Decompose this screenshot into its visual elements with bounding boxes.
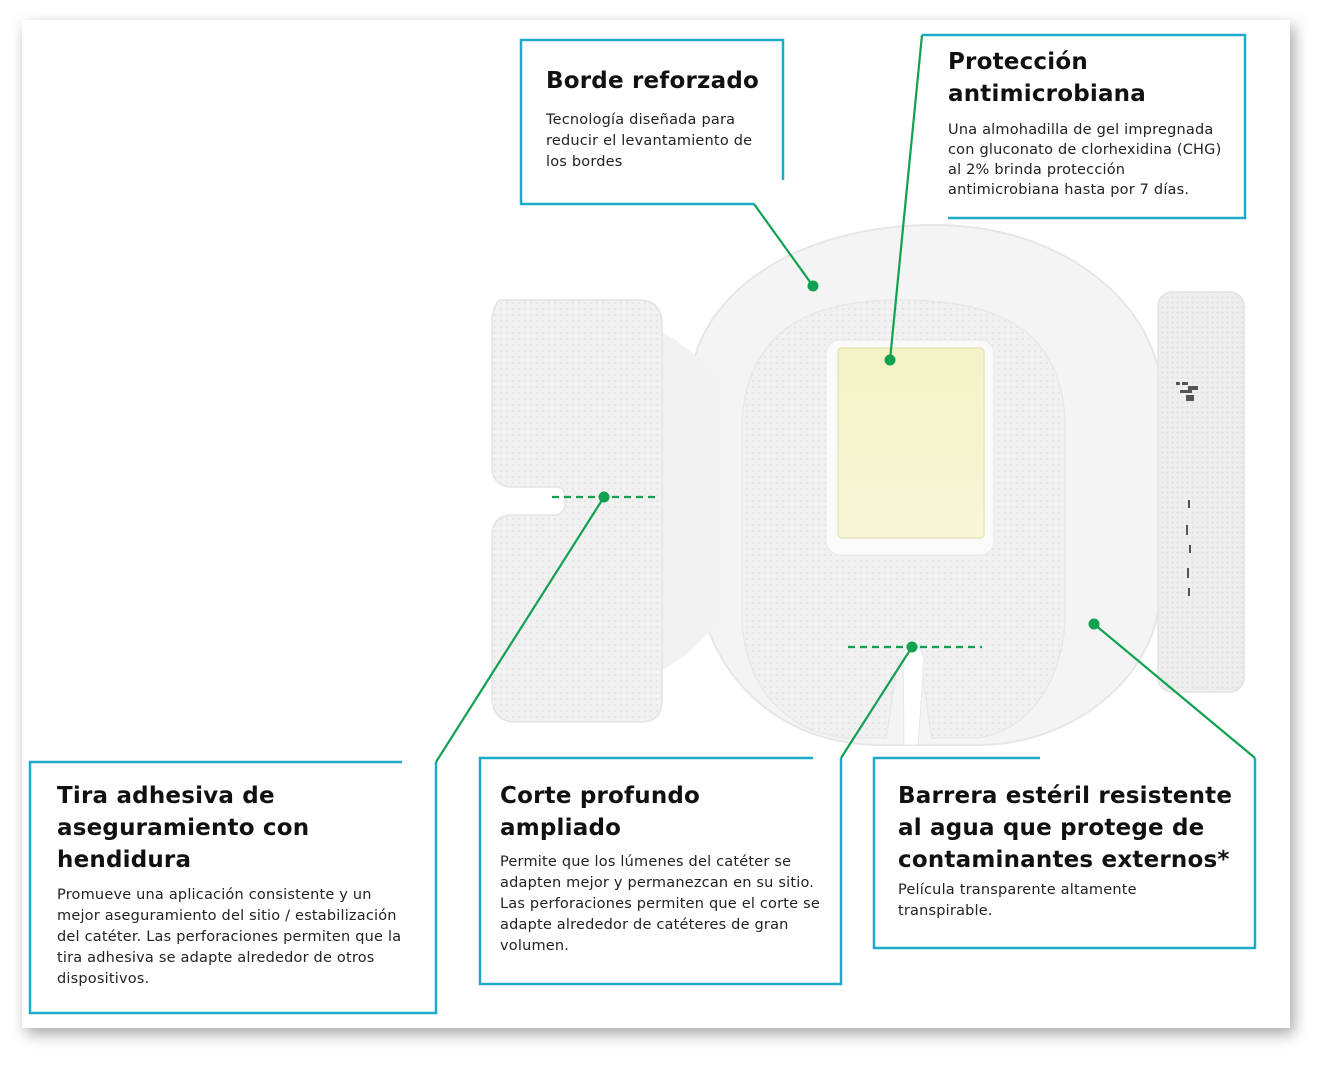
leader-cut xyxy=(840,646,913,759)
callout-border-title: Borde reforzado xyxy=(546,68,760,94)
leader-barrier xyxy=(1093,623,1256,759)
dot-border xyxy=(807,280,819,292)
callout-frame-border xyxy=(519,38,785,206)
callout-frame-barrier xyxy=(872,756,1257,950)
dot-strip xyxy=(598,491,610,503)
right-strip-markings xyxy=(1176,382,1198,596)
leader-border xyxy=(753,203,814,287)
dot-antimicrobial xyxy=(884,354,896,366)
leader-strip xyxy=(435,496,605,763)
callout-barrier-title: Barrera estéril resistente al agua que p… xyxy=(898,783,1233,873)
leader-antimicrobial xyxy=(888,34,924,361)
callout-frame-antimicrobial xyxy=(922,33,1247,220)
chg-gel-pad xyxy=(837,347,985,539)
dot-barrier xyxy=(1088,618,1100,630)
callout-antimicrobial-title: Protección antimicrobiana xyxy=(948,49,1146,107)
callout-border-desc: Tecnología diseñada para reducir el leva… xyxy=(546,112,753,170)
dot-cut xyxy=(906,641,918,653)
callout-frame-strip xyxy=(28,760,438,1015)
callout-frame-cut xyxy=(478,756,843,986)
callout-strip-desc: Promueve una aplicación consistente y un… xyxy=(57,887,402,987)
callout-cut-desc: Permite que los lúmenes del catéter se a… xyxy=(500,854,820,954)
callout-cut-title: Corte profundo ampliado xyxy=(500,783,701,841)
right-strip xyxy=(1157,291,1245,693)
callout-strip-title: Tira adhesiva de aseguramiento con hendi… xyxy=(57,783,310,873)
callout-barrier-desc: Película transparente altamente transpir… xyxy=(898,882,1137,919)
callout-antimicrobial-desc: Una almohadilla de gel impregnada con gl… xyxy=(948,122,1222,198)
left-adhesive-strip xyxy=(491,299,663,723)
